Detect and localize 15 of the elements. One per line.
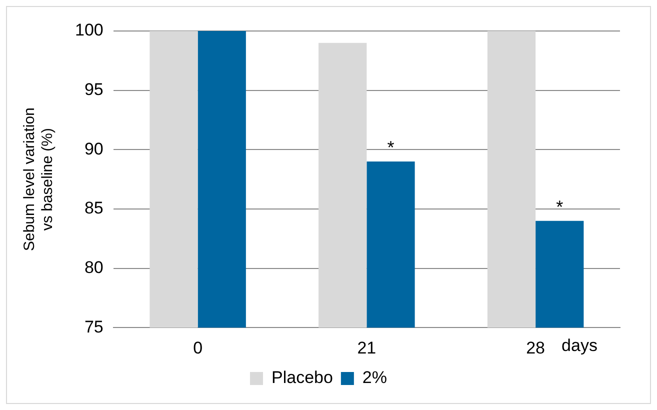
y-tick-label: 95 xyxy=(84,80,104,100)
x-tick-label: 28 xyxy=(526,338,546,358)
y-tick-label: 100 xyxy=(74,20,104,40)
legend-label: Placebo xyxy=(272,368,333,388)
annotation: * xyxy=(556,196,564,217)
y-tick-label: 75 xyxy=(84,317,104,336)
y-tick-label: 90 xyxy=(84,139,104,158)
y-tick-label: 85 xyxy=(84,198,104,218)
y-tick-label: 80 xyxy=(84,258,104,277)
x-axis-title: days xyxy=(562,336,598,355)
legend-label: 2% xyxy=(362,368,388,388)
y-axis-title: Sebum level variation vs baseline (%) xyxy=(21,108,56,252)
x-tick-label: 0 xyxy=(193,338,203,358)
x-tick-label: 21 xyxy=(357,338,376,358)
annotation: * xyxy=(387,137,394,158)
